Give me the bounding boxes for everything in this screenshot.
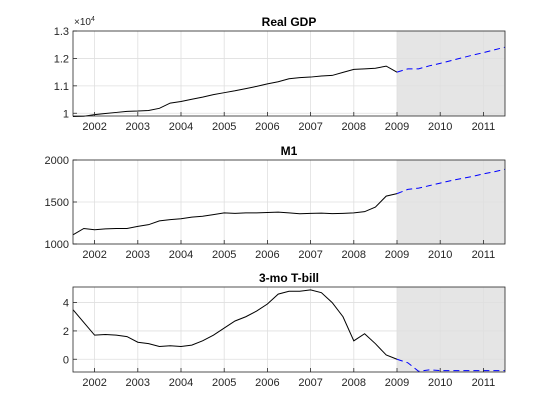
- y-tick-label: 1: [63, 108, 69, 120]
- x-tick-label: 2003: [126, 249, 150, 261]
- x-tick-label: 2005: [212, 377, 236, 389]
- x-tick-label: 2003: [126, 121, 150, 133]
- y-exponent-label: ×104: [74, 16, 95, 28]
- x-tick-label: 2010: [428, 249, 452, 261]
- x-tick-label: 2009: [385, 377, 409, 389]
- forecast-series-line: [396, 46, 506, 73]
- x-tick-label: 2011: [472, 121, 496, 133]
- x-tick-label: 2005: [212, 121, 236, 133]
- x-tick-label: 2005: [212, 249, 236, 261]
- y-tick-label: 1000: [45, 239, 69, 251]
- x-tick-label: 2006: [255, 377, 279, 389]
- y-tick-label: 2000: [45, 155, 69, 167]
- y-tick-label: 1500: [45, 197, 69, 209]
- x-tick-label: 2011: [472, 249, 496, 261]
- x-tick-label: 2003: [126, 377, 150, 389]
- x-tick-label: 2007: [298, 377, 322, 389]
- x-tick-label: 2009: [385, 121, 409, 133]
- x-tick-label: 2004: [169, 249, 193, 261]
- y-tick-label: 0: [63, 354, 69, 366]
- chart-panel-2: 2002 2003 2004 2005 2006 2007 2008 2009 2010 2011…: [45, 144, 506, 261]
- x-tick-label: 2008: [342, 121, 366, 133]
- forecast-shaded-region: [397, 31, 505, 116]
- x-tick-label: 2004: [169, 121, 193, 133]
- x-tick-label: 2007: [298, 249, 322, 261]
- x-tick-label: 2006: [255, 121, 279, 133]
- x-tick-label: 2002: [82, 121, 106, 133]
- chart-title: M1: [281, 144, 298, 158]
- axes-box: [72, 286, 506, 373]
- history-series-line: [72, 65, 398, 118]
- x-tick-label: 2011: [472, 377, 496, 389]
- x-tick-label: 2010: [428, 121, 452, 133]
- history-series-line: [72, 193, 398, 236]
- axes-box: [72, 30, 506, 117]
- x-tick-label: 2002: [82, 249, 106, 261]
- x-tick-label: 2006: [255, 249, 279, 261]
- chart-title: Real GDP: [262, 15, 317, 29]
- x-tick-label: 2007: [298, 121, 322, 133]
- x-tick-label: 2008: [342, 249, 366, 261]
- chart-title: 3-mo T-bill: [259, 271, 319, 285]
- x-tick-label: 2002: [82, 377, 106, 389]
- y-tick-label: 4: [63, 298, 69, 310]
- x-tick-label: 2010: [428, 377, 452, 389]
- forecast-series-line: [396, 358, 505, 372]
- x-tick-label: 2008: [342, 377, 366, 389]
- chart-panel-1: 2002 2003 2004 2005 2006 2007 2008 2009 2010 2011…: [54, 15, 506, 133]
- history-series-line: [72, 289, 398, 360]
- y-tick-label: 1.2: [54, 53, 69, 65]
- forecast-shaded-region: [397, 287, 505, 372]
- x-tick-label: 2004: [169, 377, 193, 389]
- forecast-series-line: [396, 168, 506, 195]
- y-tick-label: 1.1: [54, 81, 69, 93]
- chart-panel-3: 2002 2003 2004 2005 2006 2007 2008 2009 2010 2011…: [63, 271, 506, 389]
- y-tick-label: 2: [63, 326, 69, 338]
- y-tick-label: 1.3: [54, 26, 69, 38]
- x-tick-label: 2009: [385, 249, 409, 261]
